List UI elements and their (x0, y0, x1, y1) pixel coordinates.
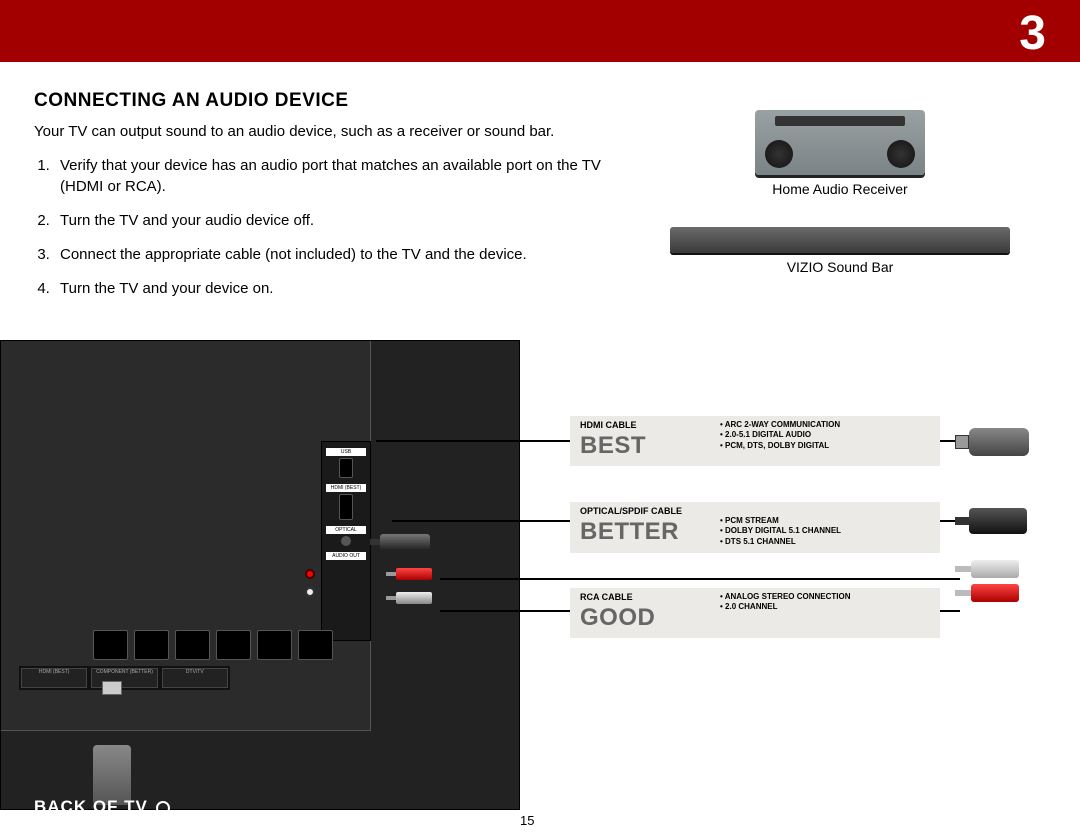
usb-port-label: USB (326, 448, 366, 456)
port-column: USB HDMI (BEST) OPTICAL AUDIO OUT (321, 441, 371, 641)
receiver-icon (755, 110, 925, 175)
hdmi-plug-bottom (93, 681, 131, 791)
optical-plug-left (380, 534, 430, 550)
header-bar (0, 0, 1080, 62)
step-item: Verify that your device has an audio por… (54, 156, 614, 197)
section-title: CONNECTING AN AUDIO DEVICE (34, 90, 614, 112)
features-best: ARC 2-WAY COMMUNICATION 2.0-5.1 DIGITAL … (720, 420, 840, 460)
ring-icon (156, 801, 170, 815)
cable-name-better: OPTICAL/SPDIF CABLE (580, 506, 930, 516)
optical-connector-icon (955, 508, 1027, 534)
step-item: Turn the TV and your device on. (54, 279, 614, 299)
main-content: CONNECTING AN AUDIO DEVICE Your TV can o… (34, 90, 614, 314)
rca-ports (305, 561, 315, 605)
rca-connector-icon (955, 560, 1019, 608)
bottom-ports (93, 630, 333, 660)
receiver-label: Home Audio Receiver (640, 181, 1040, 197)
rca-plug-left-white (396, 592, 432, 604)
rca-red-port (305, 569, 315, 579)
cable-box-better: OPTICAL/SPDIF CABLE BETTER PCM STREAM DO… (570, 502, 940, 553)
page-number: 3 (1019, 6, 1046, 61)
quality-good: GOOD (580, 604, 720, 632)
quality-better: BETTER (580, 518, 720, 546)
features-good: ANALOG STEREO CONNECTION 2.0 CHANNEL (720, 592, 851, 632)
rca-white-port (305, 587, 315, 597)
optical-port (341, 536, 351, 546)
intro-text: Your TV can output sound to an audio dev… (34, 122, 614, 142)
usb-port (339, 458, 353, 478)
cable-name-best: HDMI CABLE (580, 420, 720, 430)
optical-port-label: OPTICAL (326, 526, 366, 534)
step-item: Connect the appropriate cable (not inclu… (54, 245, 614, 265)
cable-name-good: RCA CABLE (580, 592, 720, 602)
quality-best: BEST (580, 432, 720, 460)
hdmi-port-label: HDMI (BEST) (326, 484, 366, 492)
footer-page-number: 15 (520, 813, 534, 828)
steps-list: Verify that your device has an audio por… (34, 156, 614, 299)
cable-box-good: RCA CABLE GOOD ANALOG STEREO CONNECTION … (570, 588, 940, 638)
features-better: PCM STREAM DOLBY DIGITAL 5.1 CHANNEL DTS… (720, 516, 841, 547)
device-illustrations: Home Audio Receiver VIZIO Sound Bar (640, 110, 1040, 275)
cable-box-best: HDMI CABLE BEST ARC 2-WAY COMMUNICATION … (570, 416, 940, 466)
back-of-tv-label: BACK OF TV (34, 797, 170, 817)
soundbar-label: VIZIO Sound Bar (640, 259, 1040, 275)
tv-inner-panel: USB HDMI (BEST) OPTICAL AUDIO OUT HDMI (… (1, 341, 371, 731)
hdmi-port (339, 494, 353, 520)
rca-plug-left-red (396, 568, 432, 580)
audio-out-label: AUDIO OUT (326, 552, 366, 560)
step-item: Turn the TV and your audio device off. (54, 211, 614, 231)
hdmi-connector-icon (955, 428, 1029, 456)
tv-back-panel: USB HDMI (BEST) OPTICAL AUDIO OUT HDMI (… (0, 340, 520, 810)
cable-line-good-1 (440, 578, 960, 580)
soundbar-icon (670, 227, 1010, 253)
